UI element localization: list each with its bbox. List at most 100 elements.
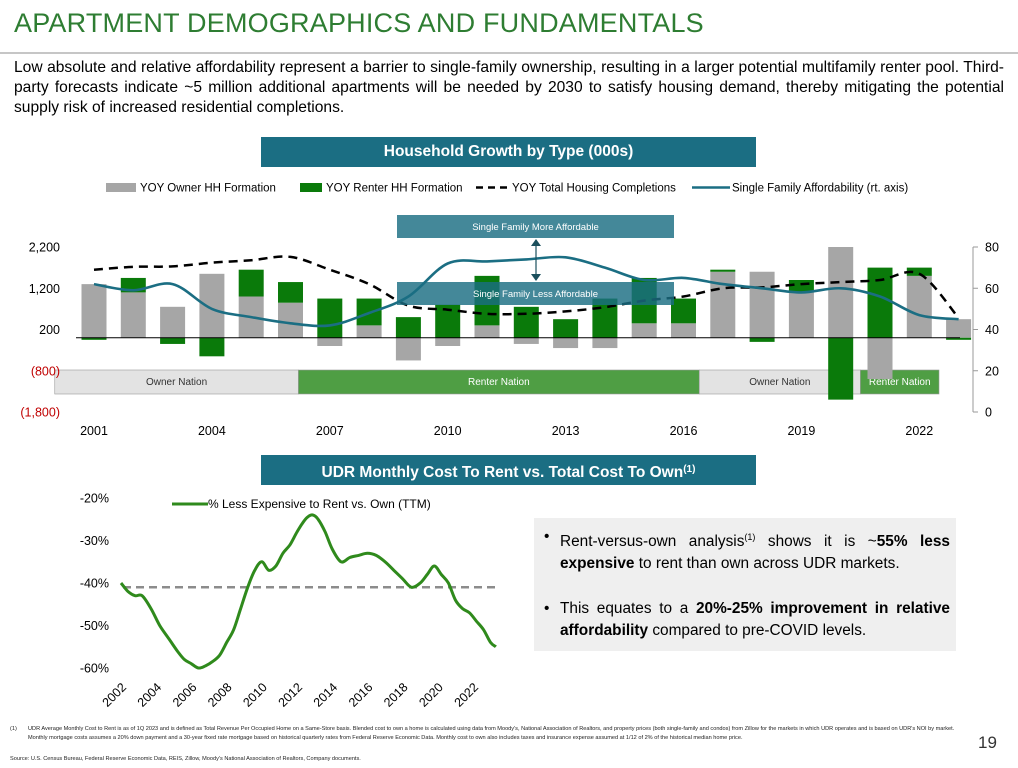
y-tick: -40% — [80, 577, 109, 591]
bullet-bold: 20%-25% improvement in relative affordab… — [560, 600, 950, 639]
completions-line — [93, 255, 960, 319]
renter-bar — [513, 306, 539, 338]
owner-bar — [199, 273, 225, 338]
owner-bar — [356, 325, 382, 338]
nation-band-label: Owner Nation — [146, 377, 207, 388]
owner-bar — [671, 323, 696, 338]
bullet-rent-vs-own: • Rent-versus-own analysis(1) shows it is… — [542, 526, 950, 575]
renter-bar — [160, 337, 186, 344]
y-tick: -20% — [80, 492, 109, 506]
owner-bar — [867, 337, 893, 379]
x-tick: 2016 — [346, 680, 376, 710]
bullet-text: compared to pre-COVID levels. — [648, 622, 867, 639]
legend-label-owner: YOY Owner HH Formation — [140, 183, 276, 195]
nation-band-label: Renter Nation — [468, 377, 530, 388]
bullet-text: This equates to a — [560, 600, 696, 617]
x-tick: 2004 — [135, 680, 165, 710]
renter-bar — [553, 319, 579, 338]
owner-bar — [946, 319, 972, 338]
y-tick-left: (800) — [31, 364, 60, 378]
x-tick: 2020 — [416, 680, 446, 710]
owner-bar — [120, 292, 146, 338]
renter-bar — [317, 298, 343, 338]
y-tick-left: 1,200 — [29, 282, 60, 296]
owner-bar — [788, 292, 814, 338]
rent-vs-own-line — [119, 513, 497, 670]
renter-bar — [828, 337, 854, 400]
rent-vs-own-chart: % Less Expensive to Rent vs. Own (TTM) -2… — [80, 492, 497, 710]
nation-band-label: Owner Nation — [749, 377, 810, 388]
owner-bar — [828, 247, 854, 338]
x-tick: 2022 — [452, 680, 482, 710]
owner-bar — [81, 284, 107, 338]
bullet-sup: (1) — [744, 532, 756, 542]
legend-label-affordability: Single Family Affordability (rt. axis) — [732, 183, 908, 195]
legend-swatch-renter — [300, 183, 322, 192]
x-tick: 2022 — [905, 424, 933, 438]
x-tick: 2013 — [552, 424, 580, 438]
x-tick: 2006 — [170, 680, 200, 710]
owner-bar — [474, 325, 500, 338]
owner-bar — [906, 275, 932, 338]
renter-bar — [749, 337, 775, 342]
owner-bar — [592, 337, 618, 349]
annotation-arrow-down — [531, 274, 541, 281]
owner-bar — [435, 337, 461, 346]
x-tick: 2002 — [100, 680, 130, 710]
intro-paragraph: Low absolute and relative affordability … — [14, 59, 1004, 116]
renter-bar — [81, 337, 107, 340]
legend-swatch-owner — [106, 183, 136, 192]
legend-label-rent-vs-own: % Less Expensive to Rent vs. Own (TTM) — [208, 497, 431, 511]
annotation-less-affordable: Single Family Less Affordable — [473, 289, 598, 300]
legend-label-completions: YOY Total Housing Completions — [512, 183, 676, 195]
x-tick: 2016 — [670, 424, 698, 438]
bullet-bold: 55% less expensive — [560, 533, 950, 572]
owner-bar — [553, 337, 579, 349]
legend-label-renter: YOY Renter HH Formation — [326, 183, 463, 195]
x-tick: 2001 — [80, 424, 108, 438]
owner-bar — [278, 302, 303, 338]
y-tick: -30% — [80, 534, 109, 548]
x-tick: 2014 — [311, 680, 341, 710]
x-tick: 2010 — [240, 680, 270, 710]
source-note: Source: U.S. Census Bureau, Federal Rese… — [10, 756, 361, 762]
rent-vs-own-banner: UDR Monthly Cost To Rent vs. Total Cost … — [261, 455, 756, 485]
x-tick: 2004 — [198, 424, 226, 438]
renter-bar — [199, 337, 225, 357]
owner-bar — [631, 323, 657, 338]
x-tick: 2019 — [787, 424, 815, 438]
owner-bar — [395, 337, 421, 361]
bullet-text: shows it is ~ — [755, 533, 877, 550]
renter-bar — [906, 267, 932, 276]
renter-bar — [867, 267, 893, 338]
bullet-dot: • — [544, 600, 550, 617]
nation-band — [298, 369, 700, 395]
y-tick: -50% — [80, 619, 109, 633]
y-tick-right: 20 — [985, 364, 999, 378]
renter-bar — [671, 298, 696, 324]
footnote-text: UDR Average Monthly Cost to Rent is as o… — [28, 726, 955, 741]
footnote-number: (1) — [10, 726, 17, 732]
y-tick-left: 2,200 — [29, 241, 60, 255]
title-divider — [0, 52, 1018, 54]
bullet-affordability: • This equates to a 20%-25% improvement i… — [542, 598, 950, 642]
y-tick: -60% — [80, 662, 109, 676]
renter-bar — [946, 337, 972, 340]
renter-bar — [395, 317, 421, 338]
y-tick-left: 200 — [39, 323, 60, 337]
x-tick: 2018 — [381, 680, 411, 710]
page-number: 19 — [978, 733, 997, 752]
bullet-text: Rent-versus-own analysis — [560, 533, 745, 550]
annotation-less-affordable-box — [397, 282, 674, 305]
rent-vs-own-banner-sup: (1) — [683, 464, 696, 475]
nation-band — [54, 369, 299, 395]
rent-vs-own-banner-text: UDR Monthly Cost To Rent vs. Total Cost … — [321, 464, 684, 481]
household-growth-chart: YOY Owner HH Formation YOY Renter HH Form… — [20, 183, 999, 439]
y-tick-left: (1,800) — [20, 406, 60, 420]
owner-bar — [513, 337, 539, 344]
renter-bar — [278, 282, 303, 303]
renter-bar — [710, 269, 736, 272]
y-tick-right: 40 — [985, 323, 999, 337]
x-tick: 2007 — [316, 424, 344, 438]
y-tick-right: 0 — [985, 406, 992, 420]
